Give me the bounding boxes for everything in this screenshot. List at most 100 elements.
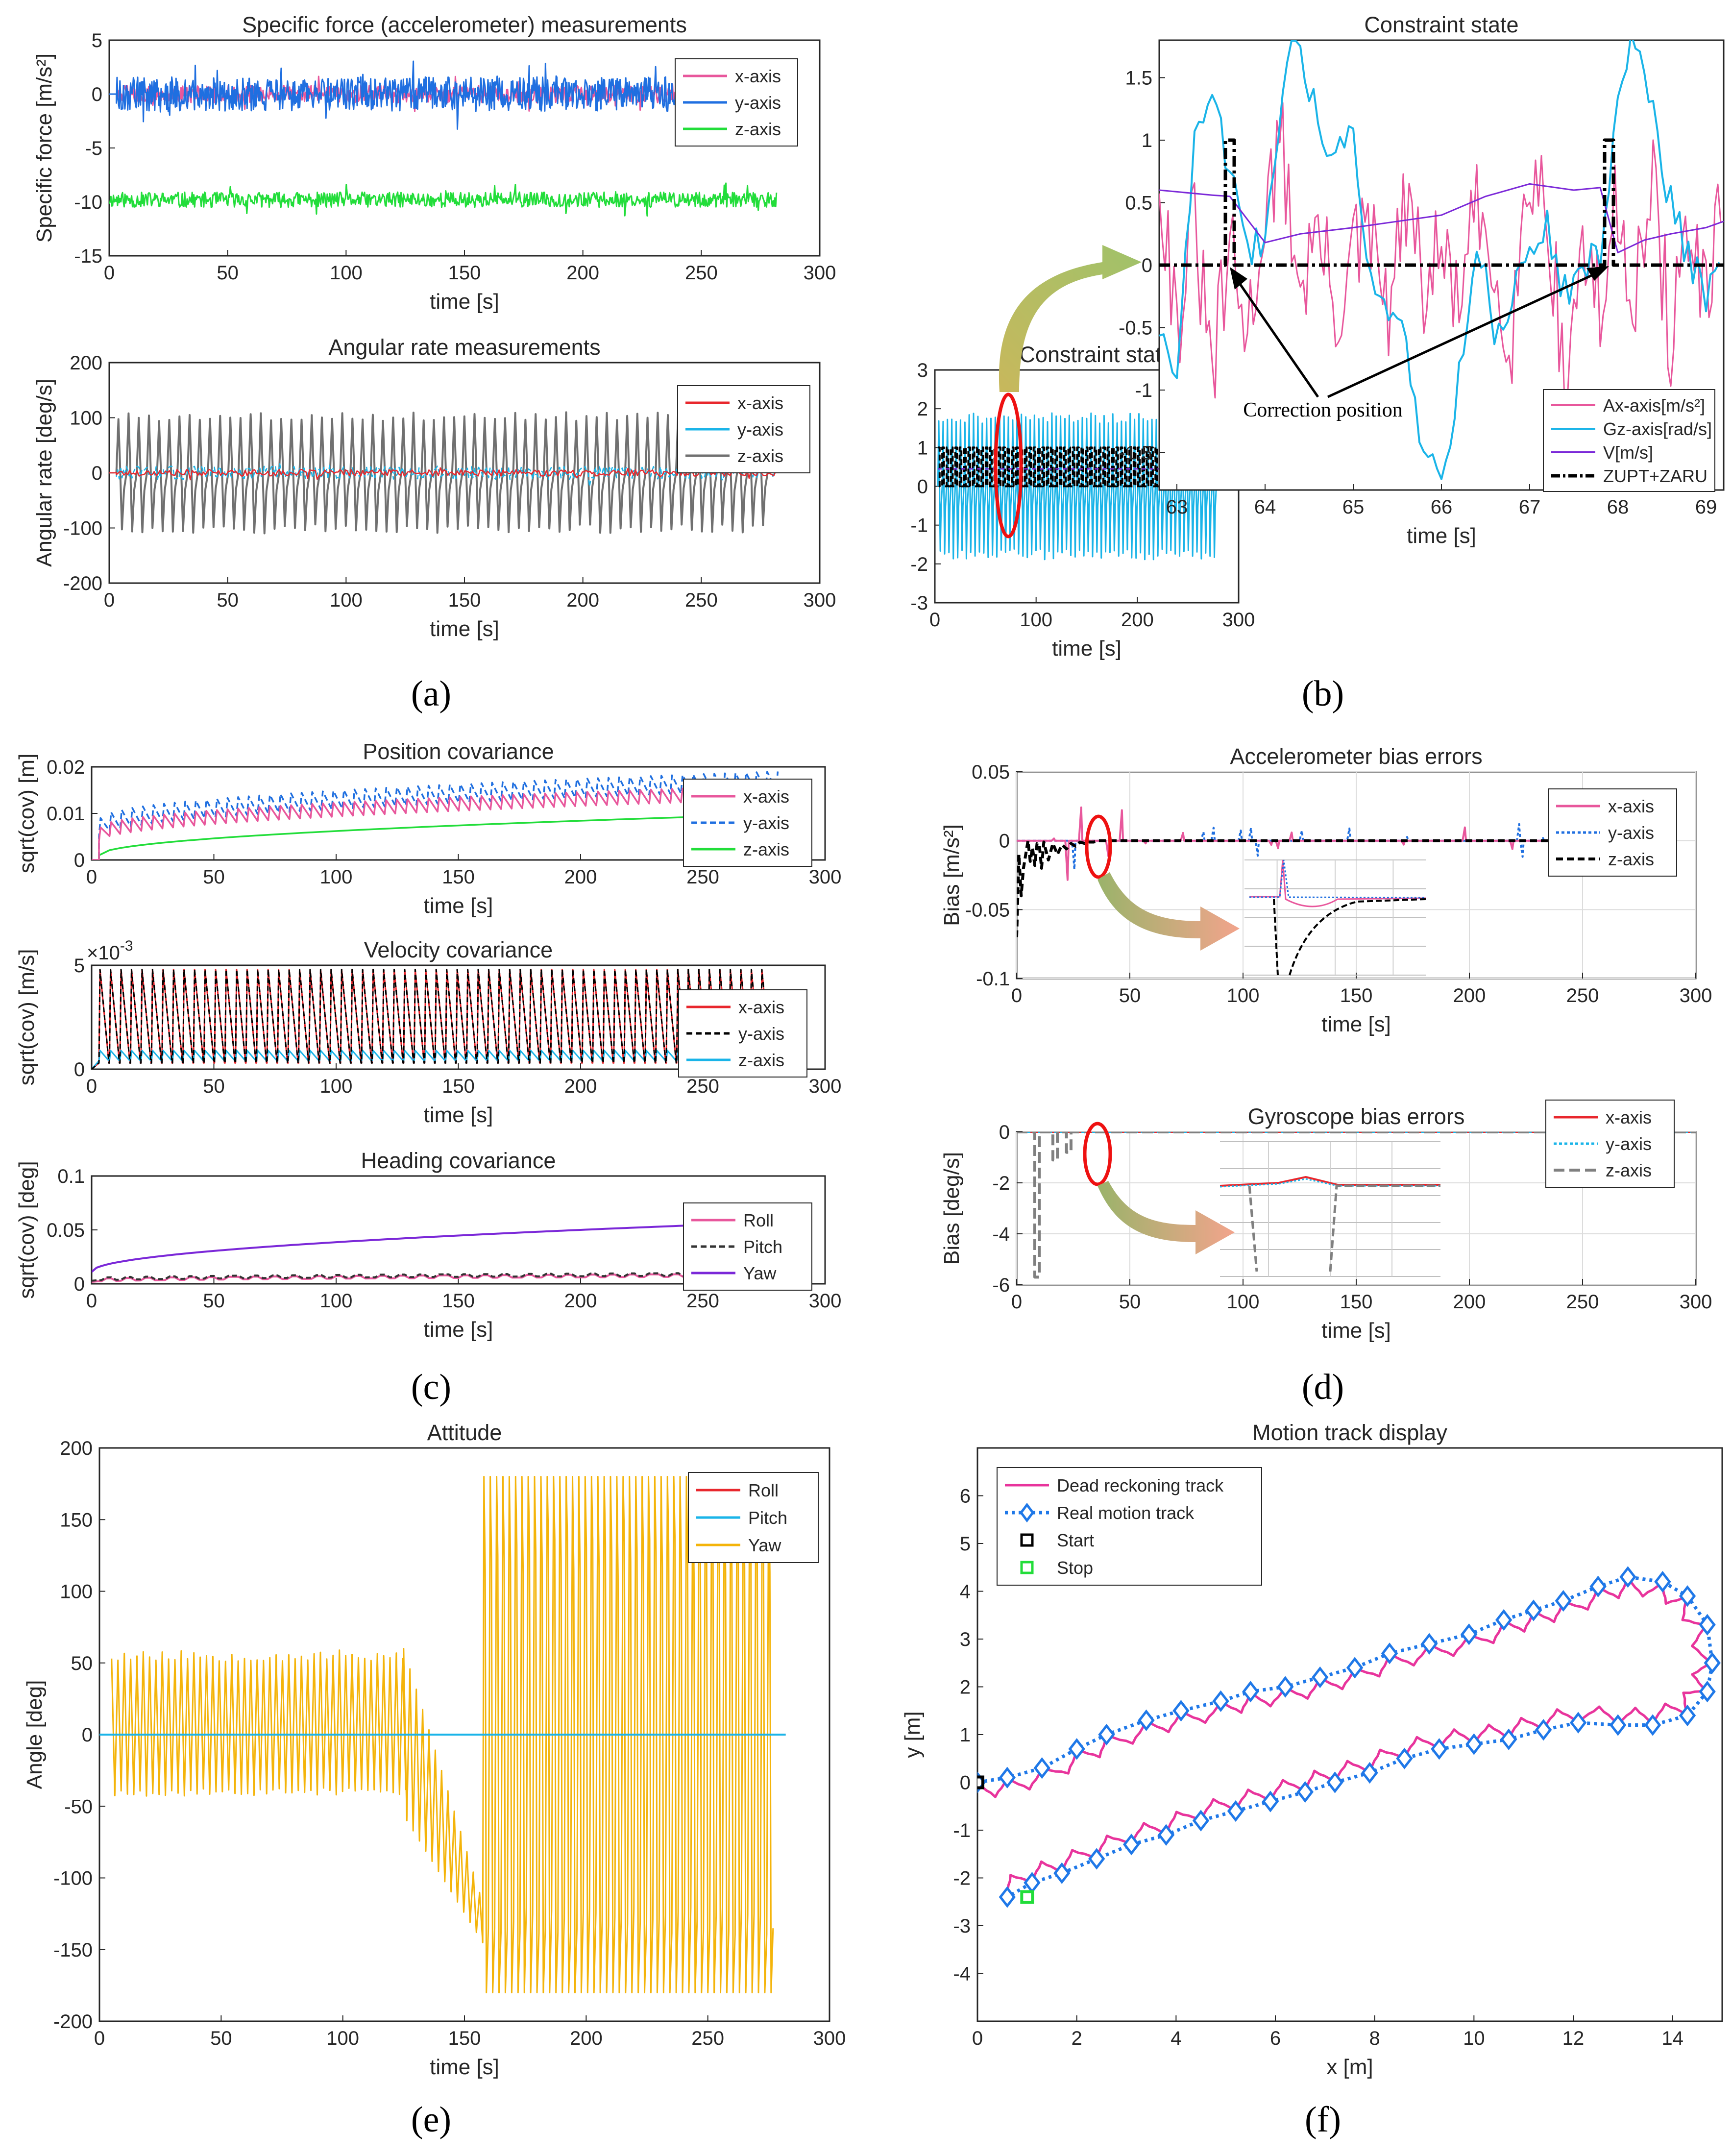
real-track-marker xyxy=(1495,1609,1512,1631)
x-tick-label: 250 xyxy=(685,262,718,284)
position-covariance-ylabel: sqrt(cov) [m] xyxy=(15,754,39,873)
y-tick-label: 1 xyxy=(960,1724,971,1746)
y-tick-label: -0.05 xyxy=(965,899,1010,921)
y-tick-label: 0 xyxy=(960,1772,971,1794)
legend-label: z-axis xyxy=(738,1050,784,1070)
x-tick-label: 8 xyxy=(1369,2028,1380,2049)
highlight-ellipse xyxy=(1083,1122,1112,1186)
velocity-covariance-ylabel: sqrt(cov) [m/s] xyxy=(15,949,39,1086)
heading-covariance-series-group xyxy=(92,1221,772,1283)
real-track-marker xyxy=(1555,1590,1572,1612)
x-tick-label: 66 xyxy=(1431,496,1453,518)
specific-force-title: Specific force (accelerometer) measureme… xyxy=(242,12,687,37)
inset-z-line xyxy=(1248,1184,1440,1272)
legend-label: x-axis xyxy=(737,393,783,413)
real-track-marker xyxy=(1654,1570,1671,1593)
y-tick-label: 0 xyxy=(92,84,102,105)
angular-rate-ylabel: Angular rate [deg/s] xyxy=(32,379,56,567)
heading-covariance-title: Heading covariance xyxy=(361,1148,556,1173)
legend-diamond xyxy=(1019,1502,1035,1523)
x-tick-label: 250 xyxy=(686,866,719,888)
y-tick-label: -200 xyxy=(53,2011,93,2033)
real-track-marker xyxy=(1053,1862,1071,1884)
x-tick-label: 200 xyxy=(564,1290,597,1312)
y-tick-label: -2 xyxy=(992,1173,1010,1194)
motion-track-ylabel: y [m] xyxy=(901,1711,925,1758)
y-tick-label: -2 xyxy=(953,1868,971,1889)
y-tick-label: -150 xyxy=(53,1939,93,1961)
x-tick-label: 100 xyxy=(326,2028,359,2049)
real-track-marker xyxy=(1098,1723,1115,1746)
real-track-marker xyxy=(1227,1800,1244,1822)
x-tick-label: 150 xyxy=(448,589,481,611)
x-tick-label: 50 xyxy=(217,262,239,284)
legend-label: Dead reckoning track xyxy=(1057,1475,1224,1495)
annotation-arrow-left xyxy=(1232,274,1319,398)
zoom-arrow-icon xyxy=(999,245,1142,392)
real-track-marker xyxy=(1525,1599,1542,1621)
y-tick-label: 0 xyxy=(999,831,1010,852)
y-tick-label: -6 xyxy=(992,1274,1010,1296)
x-tick-label: 50 xyxy=(203,866,225,888)
real-track-marker xyxy=(1068,1738,1085,1760)
x-tick-label: 250 xyxy=(691,2028,724,2049)
x-tick-label: 100 xyxy=(1227,1291,1260,1313)
x-tick-label: 69 xyxy=(1695,496,1717,518)
y-tick-label: 100 xyxy=(70,408,102,429)
x-tick-label: 200 xyxy=(1121,609,1154,631)
x-tick-label: 0 xyxy=(1011,985,1022,1006)
specific-force-xlabel: time [s] xyxy=(430,290,499,314)
gyroscope-bias-ylabel: Bias [deg/s] xyxy=(940,1152,964,1265)
x-tick-label: 200 xyxy=(564,866,597,888)
y-tick-label: 4 xyxy=(960,1581,971,1603)
y-tick-label: -3 xyxy=(910,592,928,614)
real-track-marker xyxy=(1500,1728,1517,1750)
real-track-marker xyxy=(999,1766,1016,1788)
y-tick-label: -200 xyxy=(63,573,102,594)
real-track-marker xyxy=(1312,1666,1329,1689)
y-tick-label: 0.5 xyxy=(1125,193,1152,214)
x-tick-label: 300 xyxy=(1680,985,1712,1006)
real-track-marker xyxy=(1361,1762,1378,1784)
x-tick-label: 0 xyxy=(972,2028,983,2049)
real-track-marker xyxy=(1610,1714,1627,1736)
accelerometer-bias-legend: x-axis y-axis z-axis xyxy=(1548,788,1677,877)
legend-label: x-axis xyxy=(1606,1107,1652,1127)
x-tick-label: 67 xyxy=(1519,496,1541,518)
gyroscope-bias-series-group xyxy=(1017,1132,1696,1279)
y-tick-label: 3 xyxy=(917,360,928,381)
real-track-marker xyxy=(999,1886,1016,1908)
y-tick-label: 3 xyxy=(960,1629,971,1650)
angular-rate-legend: x-axis y-axis z-axis xyxy=(677,385,810,473)
y-tick-label: 0.1 xyxy=(57,1166,85,1187)
inset-x-line xyxy=(1249,859,1426,907)
velocity-multiplier: ×10-3 xyxy=(87,938,133,964)
motion-track-series-group xyxy=(977,1566,1721,1908)
series-z-axis xyxy=(1017,839,1560,937)
y-tick-label: 0 xyxy=(92,463,102,484)
constraint-state-zoom-chart: 63 64 65 66 67 68 69 1.5 1 0.5 0 -0.5 -1 -1.5 Constrai… xyxy=(1119,12,1725,548)
y-tick-label: 0.02 xyxy=(47,757,85,778)
x-tick-label: 0 xyxy=(1011,1291,1022,1313)
x-tick-label: 100 xyxy=(1020,609,1052,631)
x-tick-label: 150 xyxy=(442,866,475,888)
subcaption-2: (b) xyxy=(1302,674,1344,714)
motion-track-xlabel: x [m] xyxy=(1326,2055,1373,2079)
constraint-state-xlabel: time [s] xyxy=(1052,637,1122,661)
x-tick-label: 65 xyxy=(1342,496,1365,518)
x-tick-label: 0 xyxy=(104,262,115,284)
specific-force-legend: x-axis y-axis z-axis xyxy=(675,58,798,147)
zoom-arrow-icon xyxy=(1098,1181,1235,1254)
inset-z-line xyxy=(1273,898,1426,976)
y-tick-label: 200 xyxy=(60,1438,93,1459)
x-tick-label: 200 xyxy=(1453,1291,1486,1313)
accelerometer-bias-title: Accelerometer bias errors xyxy=(1230,744,1482,769)
constraint-state-zoom-series-group xyxy=(1159,40,1724,480)
x-tick-label: 100 xyxy=(330,589,363,611)
y-tick-label: 0 xyxy=(1142,255,1152,276)
x-tick-label: 150 xyxy=(1340,1291,1373,1313)
x-tick-label: 200 xyxy=(570,2028,603,2049)
legend-label: Gz-axis[rad/s] xyxy=(1603,419,1712,439)
series-x-axis xyxy=(109,467,777,481)
